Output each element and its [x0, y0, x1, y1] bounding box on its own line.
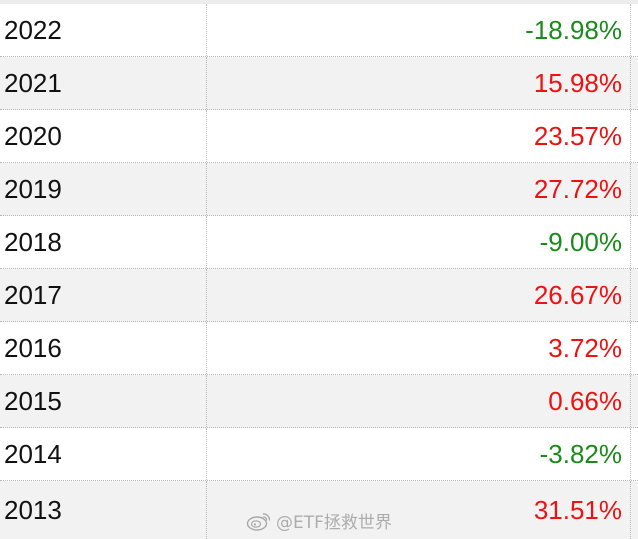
return-cell: 31.51% [207, 481, 631, 539]
return-cell: 0.66% [207, 375, 631, 427]
table-row: 2013 31.51% [0, 481, 638, 539]
year-cell: 2022 [0, 4, 207, 56]
row-edge [631, 481, 638, 539]
year-cell: 2014 [0, 428, 207, 480]
return-cell: 27.72% [207, 163, 631, 215]
table-row: 2016 3.72% [0, 322, 638, 375]
row-edge [631, 163, 638, 215]
row-edge [631, 322, 638, 374]
row-edge [631, 4, 638, 56]
row-edge [631, 428, 638, 480]
row-edge [631, 216, 638, 268]
return-cell: 15.98% [207, 57, 631, 109]
return-cell: -3.82% [207, 428, 631, 480]
year-cell: 2015 [0, 375, 207, 427]
table-row: 2017 26.67% [0, 269, 638, 322]
year-cell: 2018 [0, 216, 207, 268]
return-cell: 3.72% [207, 322, 631, 374]
row-edge [631, 57, 638, 109]
year-cell: 2013 [0, 481, 207, 539]
return-cell: -18.98% [207, 4, 631, 56]
row-edge [631, 269, 638, 321]
table-row: 2021 15.98% [0, 57, 638, 110]
year-cell: 2019 [0, 163, 207, 215]
table-row: 2014 -3.82% [0, 428, 638, 481]
year-cell: 2017 [0, 269, 207, 321]
return-cell: 23.57% [207, 110, 631, 162]
table-row: 2020 23.57% [0, 110, 638, 163]
return-cell: -9.00% [207, 216, 631, 268]
table-row: 2019 27.72% [0, 163, 638, 216]
table-row: 2018 -9.00% [0, 216, 638, 269]
row-edge [631, 375, 638, 427]
year-cell: 2020 [0, 110, 207, 162]
return-cell: 26.67% [207, 269, 631, 321]
year-cell: 2021 [0, 57, 207, 109]
table-row: 2022 -18.98% [0, 4, 638, 57]
year-cell: 2016 [0, 322, 207, 374]
row-edge [631, 110, 638, 162]
table-row: 2015 0.66% [0, 375, 638, 428]
